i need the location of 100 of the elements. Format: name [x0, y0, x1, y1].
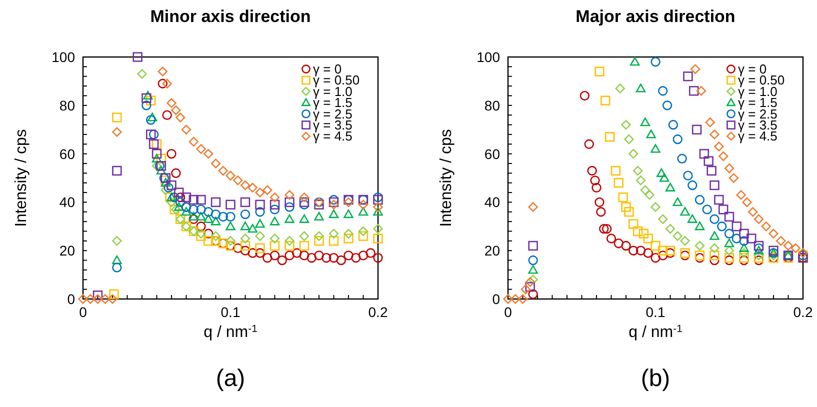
point [255, 231, 265, 241]
point [112, 262, 122, 272]
y-tick-label: 60 [484, 146, 500, 162]
point [270, 234, 280, 244]
point [152, 154, 162, 162]
point [736, 190, 746, 200]
point [710, 214, 720, 224]
point [166, 148, 176, 159]
point [322, 253, 332, 263]
point [299, 250, 310, 260]
point [344, 234, 354, 244]
point [783, 240, 794, 251]
chart-title: Major axis direction [576, 7, 736, 26]
point [240, 180, 250, 190]
point [621, 240, 631, 251]
point [284, 197, 294, 208]
point [694, 250, 705, 260]
point [590, 176, 600, 186]
point [284, 240, 294, 251]
point [672, 231, 682, 241]
point [739, 248, 749, 258]
point [166, 197, 176, 208]
point [694, 240, 705, 251]
x-tick-label: 0.1 [220, 304, 240, 320]
point [162, 78, 172, 88]
point [176, 192, 186, 202]
point [606, 234, 616, 244]
point [710, 180, 720, 190]
point [299, 214, 310, 223]
point [158, 66, 168, 76]
point [248, 182, 258, 193]
point [650, 202, 660, 212]
y-tick-label: 20 [484, 242, 500, 259]
point [112, 255, 122, 264]
point [668, 120, 678, 130]
point [650, 144, 660, 153]
point [672, 197, 682, 206]
point [112, 112, 122, 122]
point [680, 236, 690, 246]
point [226, 170, 236, 180]
point [662, 100, 672, 110]
point [314, 212, 324, 221]
point [270, 216, 280, 226]
point [218, 166, 228, 176]
point [714, 142, 724, 152]
point [255, 200, 265, 210]
point [162, 110, 172, 120]
point [233, 176, 243, 186]
point [717, 222, 727, 232]
point [690, 64, 700, 74]
point [108, 294, 118, 304]
point [344, 250, 354, 260]
y-tick-label: 60 [59, 146, 76, 162]
point [665, 224, 676, 234]
point [658, 250, 668, 260]
point [210, 209, 221, 220]
point [640, 117, 650, 126]
point [705, 117, 715, 128]
point [739, 243, 749, 252]
point [650, 253, 660, 263]
point [656, 168, 666, 177]
point [618, 192, 628, 202]
point [240, 234, 250, 244]
point [525, 282, 535, 292]
point [188, 136, 198, 147]
point [518, 294, 528, 304]
point [143, 90, 153, 100]
point [658, 214, 668, 224]
point [188, 194, 198, 205]
point [624, 207, 634, 217]
point [724, 246, 734, 256]
point [798, 248, 808, 258]
point [718, 151, 728, 162]
point [632, 226, 643, 236]
point [528, 240, 538, 251]
point [262, 253, 272, 263]
point [724, 163, 734, 174]
point [299, 231, 310, 241]
point [699, 148, 710, 159]
point [137, 69, 147, 79]
point [658, 246, 668, 256]
point [615, 84, 625, 94]
point [776, 236, 786, 246]
legend-label: γ = 0 [738, 62, 767, 76]
point [636, 246, 646, 256]
point [171, 168, 181, 178]
point [284, 190, 294, 200]
point [306, 253, 316, 263]
x-tick-label: 0.1 [646, 304, 666, 320]
point [210, 197, 221, 208]
point [660, 173, 670, 182]
y-tick-label: 80 [59, 97, 76, 114]
point [640, 185, 650, 195]
point [718, 204, 728, 214]
point [284, 202, 294, 212]
point [292, 248, 302, 258]
point [328, 194, 339, 205]
point [284, 214, 294, 223]
x-tick-label: 0.2 [793, 304, 813, 320]
point [710, 231, 720, 240]
